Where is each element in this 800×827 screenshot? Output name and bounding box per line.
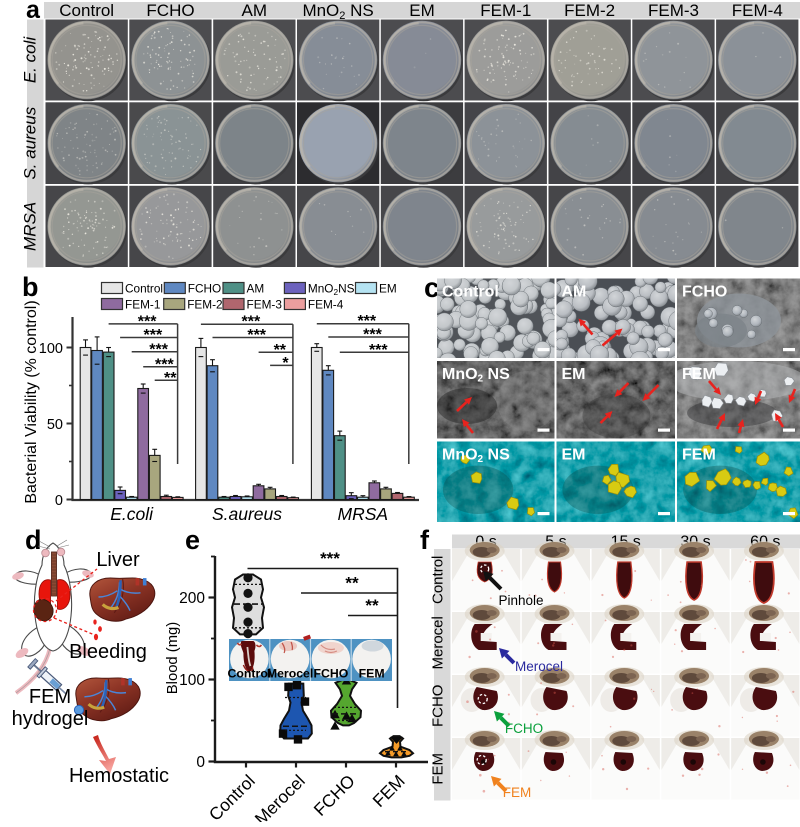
svg-text:***: *** [138,313,157,330]
svg-text:a: a [26,0,41,24]
svg-text:FCHO: FCHO [682,284,727,301]
svg-text:FEM: FEM [682,366,716,383]
svg-text:100: 100 [39,341,63,357]
svg-text:AM: AM [242,1,268,20]
svg-text:EM: EM [379,282,397,296]
svg-text:FEM-4: FEM-4 [308,298,344,312]
svg-text:Control: Control [430,556,447,604]
svg-text:Control: Control [59,1,114,20]
svg-text:***: *** [369,342,388,359]
svg-text:AM: AM [247,282,265,296]
svg-text:FEM-4: FEM-4 [732,1,783,20]
svg-text:FEM: FEM [29,686,71,708]
svg-text:***: *** [149,341,168,358]
svg-text:**: ** [164,370,177,387]
svg-text:E. coli: E. coli [21,36,40,84]
svg-text:FEM-2: FEM-2 [564,1,615,20]
svg-text:Control: Control [442,284,499,301]
svg-text:FEM-3: FEM-3 [648,1,699,20]
svg-text:Liver: Liver [96,549,140,571]
svg-text:Merocel: Merocel [430,616,447,669]
svg-text:***: *** [357,313,376,330]
svg-text:***: *** [320,549,340,568]
svg-text:***: *** [363,327,382,344]
svg-text:0: 0 [196,754,205,771]
svg-text:Bleeding: Bleeding [69,641,147,663]
svg-text:EM: EM [562,366,586,383]
svg-text:FEM: FEM [503,785,532,800]
svg-text:FEM: FEM [430,753,447,785]
svg-text:AM: AM [562,284,587,301]
svg-text:FEM: FEM [682,447,716,464]
svg-text:*: * [282,355,289,372]
svg-text:FEM-1: FEM-1 [480,1,531,20]
svg-text:***: *** [144,327,163,344]
svg-text:MnO2 NS: MnO2 NS [442,447,510,466]
svg-text:EM: EM [409,1,435,20]
svg-text:MnO2 NS: MnO2 NS [442,366,510,385]
svg-text:**: ** [345,574,359,593]
svg-text:***: *** [247,327,266,344]
svg-text:Hemostatic: Hemostatic [69,765,169,787]
svg-text:Control: Control [125,282,163,296]
svg-text:f: f [420,525,430,555]
svg-text:FEM-2: FEM-2 [187,298,222,312]
svg-text:**: ** [365,596,379,615]
svg-text:**: ** [274,342,287,359]
svg-text:hydrogel: hydrogel [12,708,89,730]
svg-text:MnO2 NS: MnO2 NS [302,1,373,22]
svg-text:Bacterial Viability (% control: Bacterial Viability (% control) [23,300,40,503]
svg-text:Pinhole: Pinhole [498,593,543,608]
svg-text:200: 200 [179,590,205,607]
svg-text:MRSA: MRSA [338,504,389,524]
svg-text:MRSA: MRSA [21,202,40,251]
svg-text:50: 50 [47,417,63,433]
svg-text:c: c [424,272,440,303]
svg-text:EM: EM [562,447,586,464]
svg-text:S.aureus: S.aureus [212,504,282,524]
svg-text:Merocel: Merocel [515,659,563,674]
svg-text:FCHO: FCHO [505,721,543,736]
svg-text:***: *** [155,356,174,373]
svg-text:MnO2NS: MnO2NS [308,282,355,298]
svg-text:S. aureus: S. aureus [21,106,40,179]
svg-text:FCHO: FCHO [188,282,221,296]
svg-text:FCHO: FCHO [313,667,348,681]
svg-text:***: *** [242,314,261,331]
svg-text:Blood (mg): Blood (mg) [165,622,181,694]
svg-text:Merocel: Merocel [267,667,313,681]
svg-text:FCHO: FCHO [430,685,447,728]
svg-text:100: 100 [179,672,205,689]
svg-text:FEM-1: FEM-1 [125,298,160,312]
svg-text:0: 0 [55,493,63,509]
svg-text:e: e [185,525,200,555]
svg-text:d: d [25,525,42,555]
svg-text:FEM-3: FEM-3 [247,298,283,312]
svg-text:FEM: FEM [359,667,385,681]
svg-text:E.coli: E.coli [110,504,154,524]
svg-text:Control: Control [228,667,272,681]
svg-text:FCHO: FCHO [146,1,194,20]
svg-text:b: b [22,272,39,302]
